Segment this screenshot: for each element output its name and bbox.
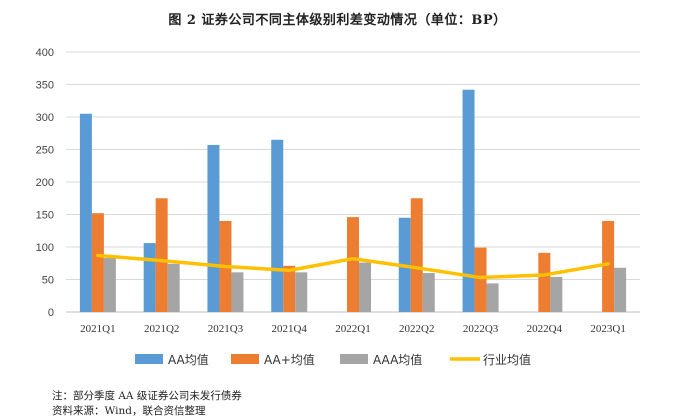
chart-title: 图 2 证券公司不同主体级别利差变动情况（单位：BP）	[168, 13, 507, 28]
x-tick-label: 2021Q2	[144, 323, 179, 335]
bar-AA均值-2021Q4	[271, 139, 284, 312]
bar-AA+均值-2021Q4	[283, 265, 296, 312]
legend-label: AA均值	[168, 352, 209, 367]
y-tick-label: 150	[36, 210, 54, 222]
bar-AA+均值-2021Q2	[155, 198, 168, 312]
bar-AAA均值-2022Q3	[486, 283, 499, 312]
bar-AAA均值-2022Q1	[359, 262, 371, 312]
x-tick-label: 2022Q3	[463, 323, 499, 335]
line-series-行业均值	[96, 253, 610, 280]
bar-AA均值-2021Q3	[207, 144, 220, 312]
y-tick-label: 350	[36, 80, 54, 92]
y-axis: 0 50 100 150 200 250 300 350 400	[36, 47, 54, 319]
y-tick-label: 400	[36, 47, 54, 59]
bar-AA+均值-2022Q3	[474, 247, 487, 312]
legend-swatch-AAA均值	[340, 354, 368, 364]
bar-AA均值-2022Q3	[462, 89, 475, 312]
bar-AA+均值-2022Q4	[538, 252, 551, 312]
bar-AA+均值-2022Q2	[410, 198, 423, 312]
bar-AAA均值-2021Q4	[295, 272, 308, 312]
x-axis: 2021Q1 2021Q2 2021Q3 2021Q4 2022Q1 2022Q2 2022…	[80, 323, 626, 335]
bar-AAA均值-2021Q3	[231, 272, 244, 312]
x-tick-label: 2021Q1	[80, 323, 115, 335]
bar-AAA均值-2023Q1	[614, 267, 627, 312]
y-tick-label: 0	[48, 307, 54, 319]
y-tick-label: 50	[42, 275, 54, 287]
x-tick-label: 2022Q1	[335, 323, 370, 335]
y-tick-label: 200	[36, 177, 54, 189]
x-tick-label: 2023Q1	[590, 323, 625, 335]
bar-AAA均值-2022Q4	[550, 276, 563, 312]
legend-swatch-AA+均值	[231, 354, 259, 364]
bar-AA+均值-2023Q1	[602, 221, 615, 312]
y-tick-label: 300	[36, 112, 54, 124]
y-tick-label: 250	[36, 145, 54, 157]
bar-AA均值-2021Q2	[143, 243, 156, 312]
bar-AAA均值-2021Q1	[103, 258, 116, 312]
x-tick-label: 2021Q4	[271, 323, 307, 335]
bar-layer	[79, 89, 627, 312]
line-layer	[96, 253, 610, 280]
legend: AA均值 AA+均值 AAA均值 行业均值	[135, 352, 531, 367]
legend-label: 行业均值	[483, 352, 531, 367]
x-tick-label: 2022Q2	[399, 323, 434, 335]
bar-AA均值-2021Q1	[79, 113, 92, 312]
x-tick-label: 2022Q4	[527, 323, 563, 335]
legend-label: AA+均值	[264, 352, 315, 367]
bar-AAA均值-2021Q2	[167, 263, 180, 312]
x-tick-label: 2021Q3	[208, 323, 244, 335]
legend-label: AAA均值	[373, 352, 422, 367]
bar-AA+均值-2021Q1	[91, 213, 104, 312]
bar-AAA均值-2022Q2	[422, 273, 435, 312]
footnote: 注：部分季度 AA 级证券公司未发行债券	[52, 390, 242, 402]
source-note: 资料来源：Wind，联合资信整理	[52, 405, 206, 417]
bar-AA+均值-2022Q1	[347, 217, 359, 312]
y-tick-label: 100	[36, 242, 54, 254]
legend-swatch-AA均值	[135, 354, 163, 364]
